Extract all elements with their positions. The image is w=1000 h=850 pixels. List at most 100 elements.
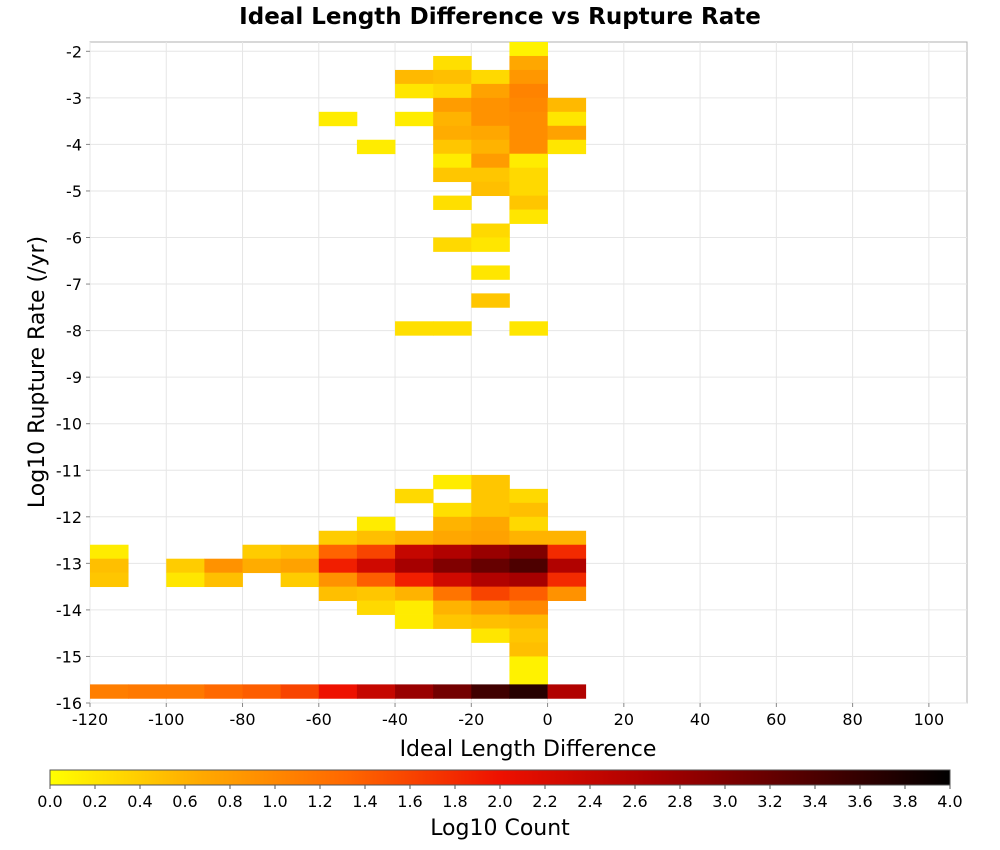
heatmap-cell (318, 530, 358, 546)
heatmap-cell (471, 558, 510, 574)
y-tick-label: -8 (66, 322, 82, 341)
heatmap-cell (433, 530, 472, 546)
heatmap-cell (509, 97, 548, 113)
colorbar-tick-label: 1.4 (352, 792, 377, 811)
x-tick-label: 0 (542, 710, 552, 729)
heatmap-cell (509, 558, 548, 574)
x-axis-label: Ideal Length Difference (400, 737, 657, 762)
heatmap-cell (90, 558, 129, 574)
heatmap-cell (509, 530, 548, 546)
heatmap-cell (509, 125, 548, 141)
heatmap-cell (433, 502, 472, 518)
heatmap-cell (509, 167, 548, 183)
heatmap-cell (471, 125, 510, 141)
y-tick-label: -12 (56, 508, 82, 527)
x-tick-label: -80 (229, 710, 255, 729)
heatmap-cell (433, 237, 472, 252)
heatmap-cell (433, 139, 472, 155)
heatmap-cell (547, 558, 587, 574)
heatmap-cell (471, 139, 510, 155)
y-tick-label: -4 (66, 135, 82, 154)
x-tick-label: -100 (148, 710, 184, 729)
heatmap-cell (433, 684, 472, 699)
heatmap-cell (90, 572, 129, 588)
heatmap-cell (471, 237, 510, 252)
heatmap-cell (433, 614, 472, 629)
heatmap-cell (433, 558, 472, 574)
heatmap-cell (471, 181, 510, 197)
heatmap-cell (395, 558, 434, 574)
colorbar-tick-label: 4.0 (937, 792, 962, 811)
heatmap-cell (471, 600, 510, 615)
chart-title: Ideal Length Difference vs Rupture Rate (239, 4, 761, 30)
heatmap-cell (471, 628, 510, 643)
heatmap-cell (318, 586, 358, 601)
heatmap-cell (471, 502, 510, 518)
heatmap-cell (433, 83, 472, 99)
heatmap-cell (166, 684, 205, 699)
heatmap-cell (547, 125, 587, 141)
y-tick-label: -6 (66, 229, 82, 248)
colorbar-tick-label: 2.0 (487, 792, 512, 811)
heatmap-cell (471, 684, 510, 699)
heatmap-cell (509, 209, 548, 224)
colorbar-tick-label: 0.6 (172, 792, 197, 811)
colorbar-tick-label: 2.4 (577, 792, 602, 811)
heatmap-cell (509, 69, 548, 85)
heatmap-cell (318, 558, 358, 574)
heatmap-cell (356, 572, 396, 588)
heatmap-cell (318, 572, 358, 588)
heatmap-cell (280, 684, 320, 699)
y-tick-label: -11 (56, 461, 82, 480)
heatmap-cell (395, 83, 434, 99)
heatmap-cell (166, 572, 205, 588)
colorbar-tick-label: 0.0 (37, 792, 62, 811)
y-tick-label: -14 (56, 601, 82, 620)
heatmap-cell (433, 600, 472, 615)
heatmap-cell (471, 265, 510, 280)
heatmap-cell (433, 474, 472, 490)
colorbar-tick-label: 0.2 (82, 792, 107, 811)
y-axis-label: Log10 Rupture Rate (/yr) (25, 236, 50, 508)
y-tick-label: -9 (66, 368, 82, 387)
heatmap-cell (471, 97, 510, 113)
heatmap-cell (471, 586, 510, 601)
heatmap-cell (547, 544, 587, 560)
colorbar-tick-label: 3.0 (712, 792, 737, 811)
heatmap-cell (509, 628, 548, 643)
heatmap-cell (395, 544, 434, 560)
heatmap-cell (433, 97, 472, 113)
heatmap-cell (471, 572, 510, 588)
heatmap-cell (547, 572, 587, 588)
heatmap-cell (433, 586, 472, 601)
heatmap-cell (433, 544, 472, 560)
heatmap-cell (509, 195, 548, 210)
x-axis-ticks: -120 -100 -80 -60 -40 -20 0 20 40 60 80 100 (72, 703, 944, 729)
heatmap-cell (433, 69, 472, 85)
heatmap-cell (547, 111, 587, 127)
heatmap-cell (471, 111, 510, 127)
heatmap-cell (509, 83, 548, 99)
y-tick-label: -16 (56, 694, 82, 713)
heatmap-cell (509, 544, 548, 560)
heatmap-cell (509, 600, 548, 615)
colorbar-tick-label: 3.2 (757, 792, 782, 811)
heatmap-cells (90, 42, 587, 699)
heatmap-cell (356, 530, 396, 546)
x-tick-label: 20 (614, 710, 634, 729)
heatmap-cell (356, 544, 396, 560)
heatmap-cell (547, 530, 587, 546)
colorbar-tick-label: 2.8 (667, 792, 692, 811)
x-tick-label: 40 (690, 710, 710, 729)
heatmap-cell (395, 111, 434, 127)
heatmap-cell (509, 656, 548, 671)
heatmap-cell (509, 153, 548, 169)
heatmap-cell (395, 600, 434, 615)
heatmap-cell (433, 111, 472, 127)
y-axis-ticks: -2 -3 -4 -5 -6 -7 -8 -9 -10 -11 -12 -13 -14 -15 -16 (56, 42, 90, 713)
heatmap-cell (280, 558, 320, 574)
heatmap-cell (433, 167, 472, 183)
x-tick-label: -60 (306, 710, 332, 729)
heatmap-cell (242, 558, 282, 574)
heatmap-cell (433, 572, 472, 588)
